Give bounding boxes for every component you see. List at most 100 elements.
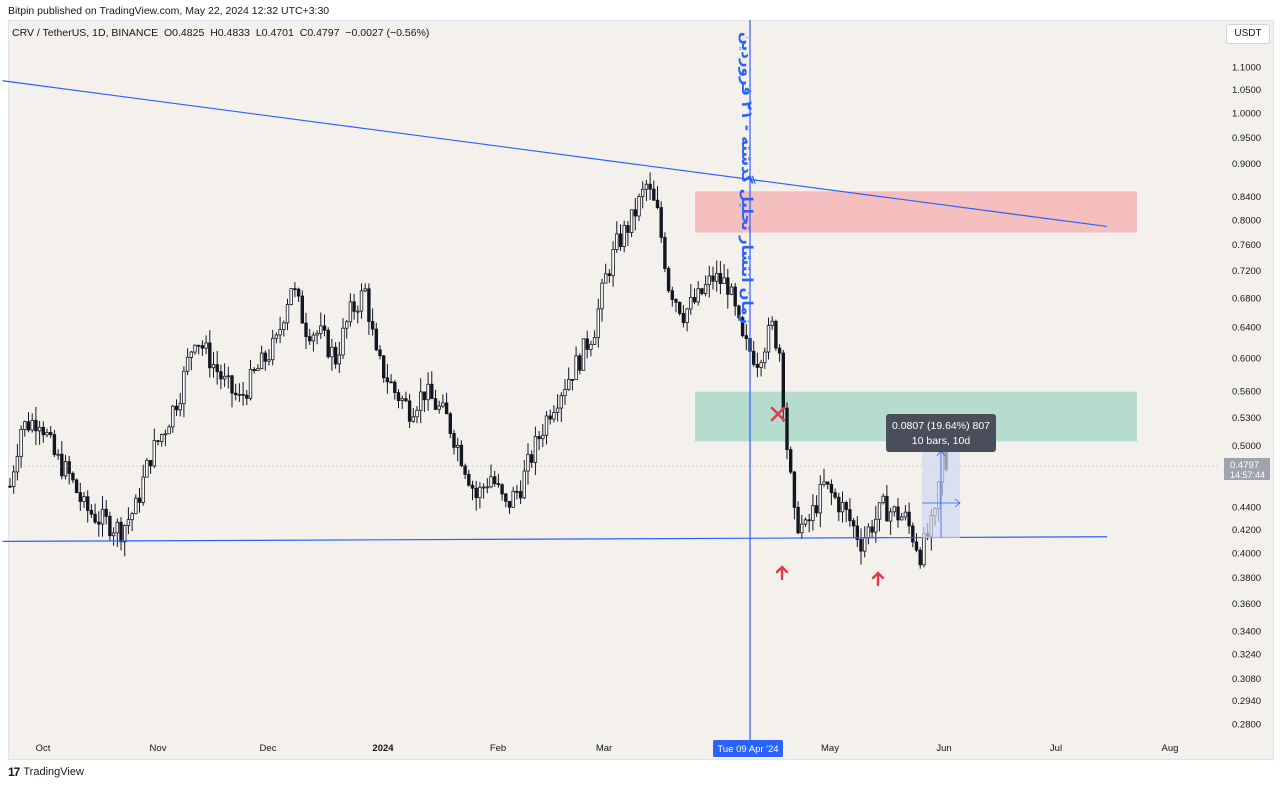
candle[interactable]	[481, 483, 486, 499]
candle[interactable]	[241, 381, 245, 406]
candle[interactable]	[126, 507, 131, 535]
candle[interactable]	[648, 172, 652, 201]
candle[interactable]	[163, 429, 168, 447]
candle[interactable]	[8, 478, 12, 489]
candle[interactable]	[896, 498, 900, 528]
candle[interactable]	[633, 197, 637, 231]
candle[interactable]	[171, 404, 175, 433]
candle[interactable]	[330, 338, 334, 371]
candle[interactable]	[911, 522, 915, 548]
candle[interactable]	[15, 443, 20, 481]
candle[interactable]	[193, 344, 197, 355]
candle[interactable]	[71, 471, 75, 484]
candle[interactable]	[729, 283, 734, 296]
candle[interactable]	[718, 260, 723, 295]
candle[interactable]	[681, 304, 686, 328]
candle[interactable]	[189, 350, 193, 371]
candle[interactable]	[500, 483, 504, 501]
candle[interactable]	[818, 475, 822, 528]
candle[interactable]	[618, 224, 623, 251]
candle[interactable]	[245, 389, 249, 406]
candle[interactable]	[463, 463, 467, 480]
candle[interactable]	[700, 287, 704, 296]
candle[interactable]	[86, 490, 90, 523]
candle[interactable]	[356, 305, 360, 324]
candle[interactable]	[430, 371, 434, 400]
candle[interactable]	[215, 350, 219, 385]
candle[interactable]	[404, 391, 408, 403]
candle[interactable]	[515, 484, 519, 500]
candle[interactable]	[208, 330, 212, 378]
candle[interactable]	[689, 283, 693, 315]
candle[interactable]	[881, 493, 885, 505]
candle[interactable]	[270, 329, 275, 366]
candle[interactable]	[89, 504, 94, 518]
candle[interactable]	[63, 454, 68, 480]
candle[interactable]	[548, 409, 552, 425]
candle[interactable]	[82, 492, 86, 508]
candle[interactable]	[874, 505, 878, 543]
candle[interactable]	[888, 507, 893, 535]
candle[interactable]	[492, 470, 497, 487]
candle[interactable]	[278, 316, 282, 344]
candle[interactable]	[622, 220, 626, 253]
upper-trendline[interactable]	[2, 80, 1108, 228]
candle[interactable]	[348, 293, 353, 327]
candle[interactable]	[763, 347, 767, 369]
candle[interactable]	[903, 505, 908, 521]
candle[interactable]	[703, 275, 708, 297]
candle[interactable]	[319, 312, 323, 339]
currency-unit-button[interactable]: USDT	[1226, 24, 1270, 44]
candle[interactable]	[530, 450, 534, 468]
candle[interactable]	[204, 335, 208, 355]
candle[interactable]	[604, 263, 608, 284]
candle[interactable]	[352, 293, 356, 320]
candle[interactable]	[692, 288, 697, 305]
candle[interactable]	[452, 429, 456, 455]
candle[interactable]	[248, 360, 253, 401]
candle[interactable]	[400, 395, 404, 410]
candle[interactable]	[796, 501, 800, 535]
candle[interactable]	[837, 492, 841, 522]
candle[interactable]	[256, 364, 260, 372]
candle[interactable]	[315, 330, 319, 345]
candle[interactable]	[567, 367, 571, 391]
candle[interactable]	[78, 482, 82, 511]
candle[interactable]	[26, 412, 31, 433]
candle[interactable]	[418, 378, 423, 424]
candle[interactable]	[907, 502, 911, 534]
candle[interactable]	[152, 428, 156, 469]
candle[interactable]	[777, 344, 782, 362]
candle[interactable]	[885, 484, 889, 522]
candle[interactable]	[219, 364, 223, 390]
candle[interactable]	[707, 265, 711, 298]
candle[interactable]	[511, 486, 515, 508]
candle[interactable]	[459, 440, 464, 467]
candle[interactable]	[918, 547, 922, 569]
candle[interactable]	[600, 278, 604, 322]
candle[interactable]	[370, 308, 375, 336]
candle[interactable]	[74, 478, 79, 494]
candle[interactable]	[581, 338, 586, 371]
candle[interactable]	[211, 351, 216, 378]
candle[interactable]	[322, 314, 327, 337]
candle[interactable]	[678, 301, 682, 316]
candle[interactable]	[52, 429, 57, 457]
candle[interactable]	[744, 324, 748, 351]
candle[interactable]	[563, 379, 567, 405]
candle[interactable]	[196, 344, 201, 355]
candle[interactable]	[393, 379, 397, 400]
candle[interactable]	[263, 350, 267, 371]
candle[interactable]	[507, 500, 512, 514]
candle[interactable]	[467, 469, 471, 487]
candle[interactable]	[663, 232, 667, 273]
candle[interactable]	[537, 430, 541, 451]
candle[interactable]	[607, 269, 612, 283]
candle[interactable]	[866, 523, 871, 545]
candle[interactable]	[455, 437, 460, 462]
candle[interactable]	[344, 319, 349, 339]
candle[interactable]	[174, 399, 179, 416]
candle[interactable]	[785, 402, 789, 460]
candle[interactable]	[333, 342, 338, 369]
candle[interactable]	[518, 480, 523, 505]
